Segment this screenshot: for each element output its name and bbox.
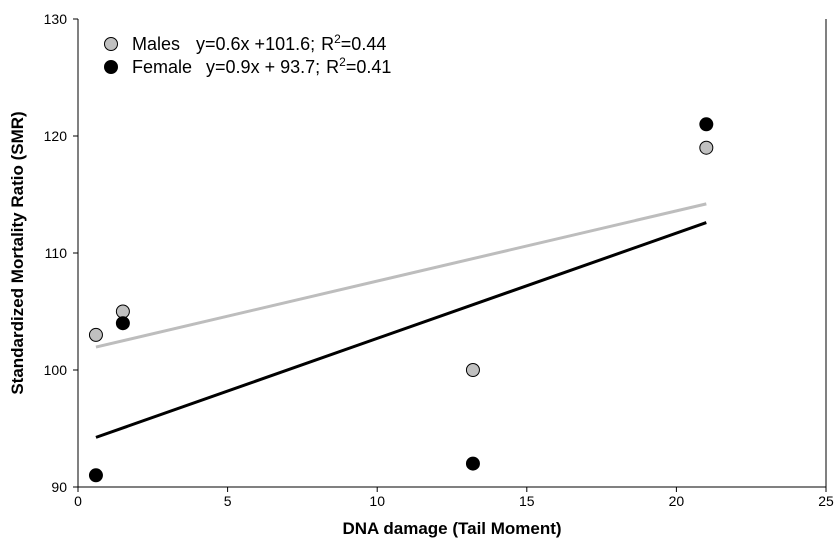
data-point-males [88,327,103,342]
legend-label-female: Female y=0.9x + 93.7; R2=0.41 [132,55,391,77]
legend: Males y=0.6x +101.6; R2=0.44 Female y=0.9x … [104,32,391,77]
x-tick-label: 20 [669,493,685,509]
x-tick-label: 25 [818,493,834,509]
legend-item-female: Female y=0.9x + 93.7; R2=0.41 [104,55,391,77]
y-tick-label: 110 [45,245,68,261]
data-point-female [88,468,103,483]
x-tick-label: 15 [519,493,535,509]
data-point-males [115,304,130,319]
x-tick-label: 5 [224,493,232,509]
axes [77,19,827,488]
data-point-males [699,140,714,155]
data-point-female [115,316,130,331]
x-axis-title: DNA damage (Tail Moment) [342,519,561,538]
y-axis-title: Standardized Mortality Ratio (SMR) [8,111,27,394]
legend-marker-female [104,60,118,74]
x-tick-label: 10 [369,493,385,509]
trendline-female [95,221,707,439]
data-points [88,117,714,483]
trendlines [95,202,707,439]
trendline-males [95,202,707,349]
x-tick-label: 0 [74,493,82,509]
y-tick-label: 130 [44,11,68,27]
ticks: 0 5 10 15 20 25 90 100 110 120 130 [44,11,834,509]
data-point-female [699,117,714,132]
legend-label-males: Males y=0.6x +101.6; R2=0.44 [132,32,386,54]
y-tick-label: 120 [44,128,68,144]
y-tick-label: 90 [51,479,67,495]
legend-marker-males [104,37,118,51]
legend-item-males: Males y=0.6x +101.6; R2=0.44 [104,32,386,54]
data-point-female [465,456,480,471]
y-tick-label: 100 [44,362,68,378]
data-point-males [465,363,480,377]
